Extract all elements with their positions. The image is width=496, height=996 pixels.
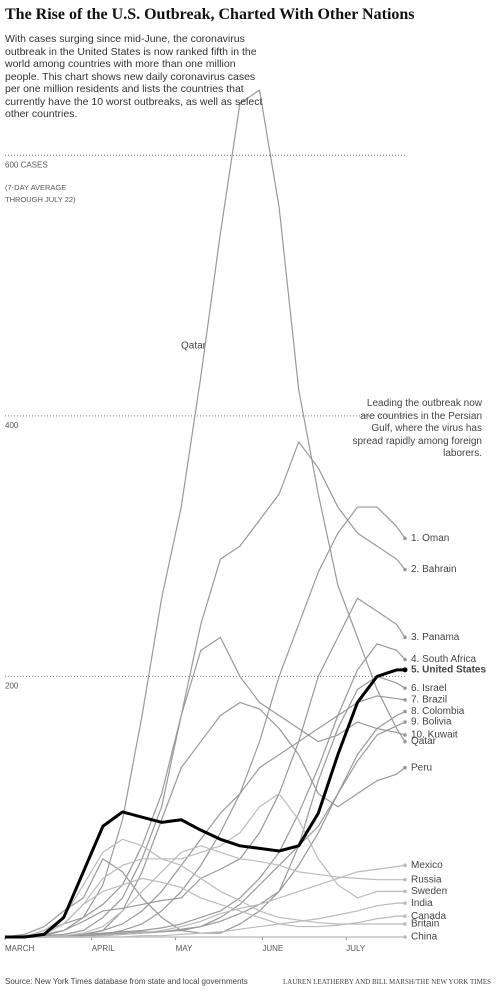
end-dot [403,567,407,572]
series-label: Russia [411,874,442,885]
end-dot [402,667,408,673]
chart-subtitle: With cases surging since mid-June, the c… [5,33,263,120]
series-label: 3. Panama [411,632,460,643]
series-label: Britain [411,919,439,930]
end-dot [403,720,407,724]
end-dot [403,889,407,894]
series-label: 4. South Africa [411,654,476,665]
series-line [5,441,406,938]
series-label: China [411,932,438,943]
series-label: Sweden [411,886,447,897]
series-line [5,721,406,938]
series-label: India [411,898,433,909]
x-tick-label: JUNE [262,944,283,953]
y-tick-label: 200 [5,681,19,690]
series-label: Peru [411,762,432,773]
x-tick-label: MAY [176,944,193,953]
end-dot [403,863,407,868]
series-label: 7. Brazil [411,695,447,706]
x-tick-label: JULY [346,944,366,953]
end-dot [403,686,407,690]
y-axis-note: (7-DAY AVERAGE THROUGH JULY 22) [5,183,76,204]
series-label: 9. Bolivia [411,717,452,728]
series-line [4,89,406,938]
series-line [5,636,406,938]
end-dot [403,635,407,640]
end-dot [403,657,407,662]
end-dot [403,922,407,926]
series-label: 10. Kuwait [411,730,458,741]
series-line [5,643,406,938]
series-label: 8. Colombia [411,706,465,717]
series-line [5,711,406,938]
end-dot [403,536,407,541]
series-label: Canada [411,911,446,922]
series-line [5,877,405,938]
y-tick-label: 600 CASES [5,160,48,169]
series-label: Qatar [411,736,437,747]
end-dot [403,765,407,770]
source: Source: New York Times database from sta… [5,977,248,986]
inline-series-label: Qatar [181,341,207,352]
end-dot [403,914,407,918]
series-line [5,506,406,938]
series-line [5,701,406,938]
series-line [4,675,406,938]
end-dot [403,935,407,939]
series-label: 5. United States [411,665,486,676]
series-line [5,597,406,938]
end-dot [403,698,407,702]
x-tick-label: APRIL [92,944,116,953]
y-tick-label: 400 [5,421,19,430]
series-label: Mexico [411,860,443,871]
series-line [5,838,405,938]
chart-title: The Rise of the U.S. Outbreak, Charted W… [5,6,415,23]
annotation: Leading the outbreak now are countries i… [352,398,482,459]
end-dot [403,901,407,905]
end-dot [403,709,407,714]
series-label: 2. Bahrain [411,564,457,575]
series-line [5,668,405,939]
x-tick-label: MARCH [5,944,35,953]
end-dot [403,877,407,882]
series-label: 6. Israel [411,683,447,694]
series-label: 1. Oman [411,533,449,544]
end-dot [403,739,407,744]
end-dot [403,733,407,737]
credit: LAUREN LEATHERBY AND BILL MARSH/THE NEW … [283,978,491,986]
